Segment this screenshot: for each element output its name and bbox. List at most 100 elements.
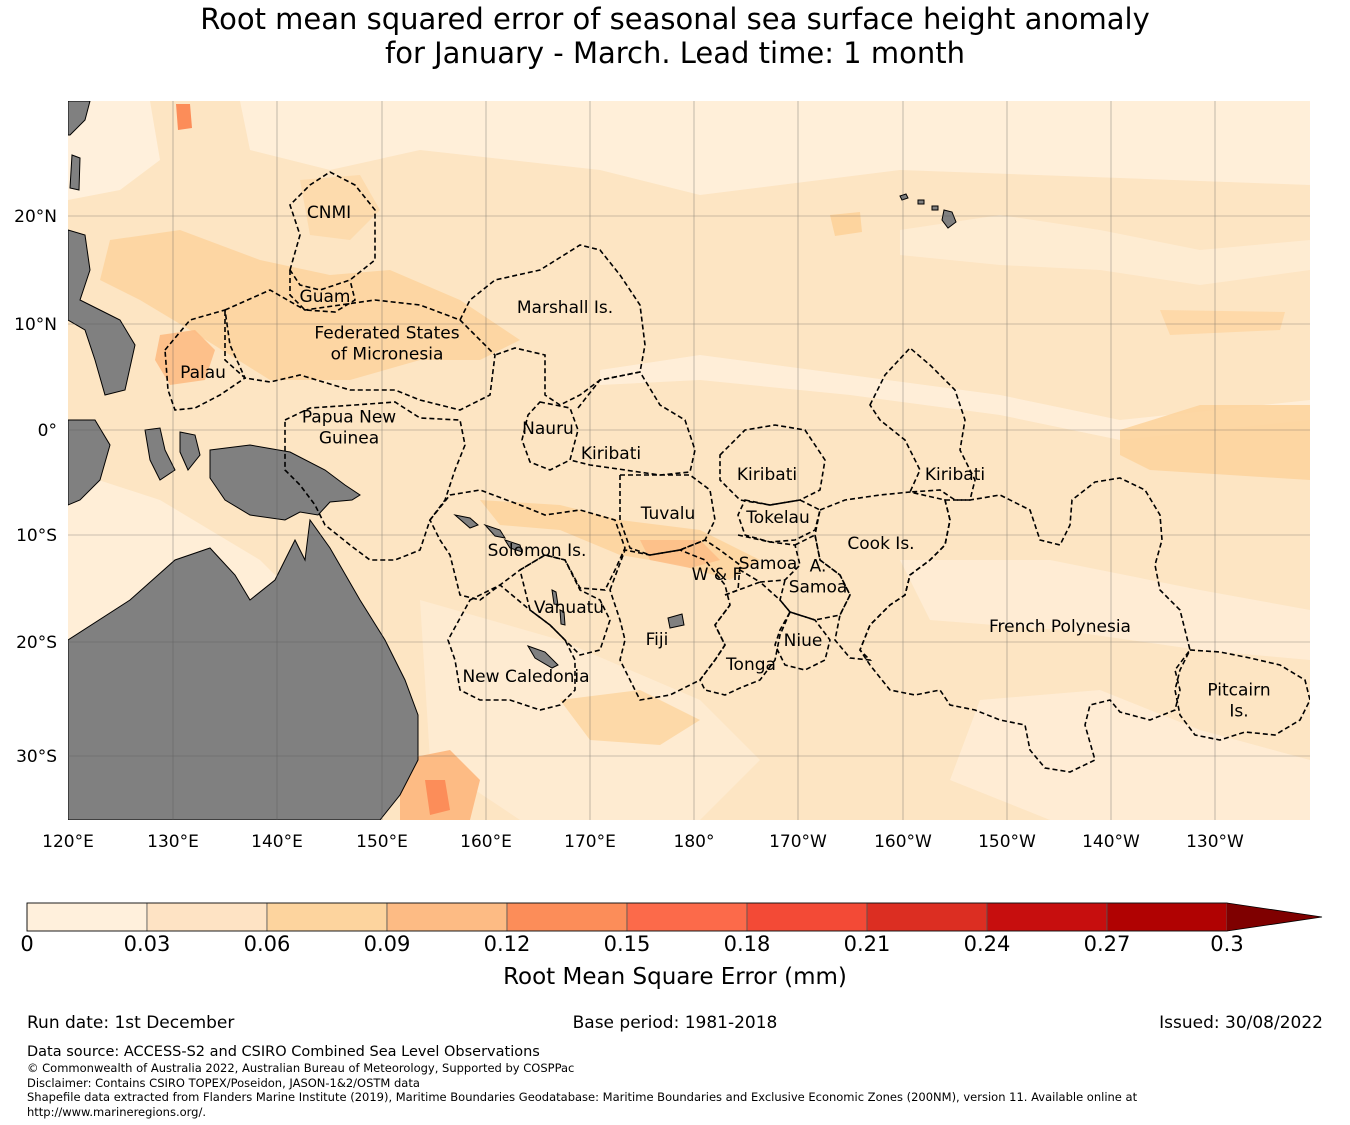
marineregions-link[interactable]: http://www.marineregions.org/. <box>27 1104 206 1119</box>
colorbar-swatch <box>506 902 628 932</box>
chart-title: Root mean squared error of seasonal sea … <box>0 2 1350 70</box>
colorbar-tick: 0.03 <box>123 932 171 956</box>
eez-kiribati-west <box>569 371 696 476</box>
eez-kiribati-east <box>869 346 976 501</box>
new-guinea <box>209 444 361 521</box>
eez-boundaries <box>164 171 1310 773</box>
lon-tick: 180° <box>674 832 715 852</box>
eez-vanuatu <box>519 554 611 656</box>
colorbar-tick: 0.12 <box>483 932 531 956</box>
lon-tick: 150°E <box>356 832 408 852</box>
region-label-solomon: Solomon Is. <box>488 541 587 561</box>
eez-niue <box>774 611 831 671</box>
colorbar-tick: 0.18 <box>723 932 771 956</box>
colorbar-tick: 0.24 <box>963 932 1011 956</box>
sulawesi <box>144 427 176 481</box>
lon-tick: 130°W <box>1186 832 1244 852</box>
lon-tick: 170°W <box>769 832 827 852</box>
colorbar-tick: 0.15 <box>603 932 651 956</box>
colorbar-swatch <box>986 902 1108 932</box>
lon-tick: 140°E <box>251 832 303 852</box>
region-label-cook: Cook Is. <box>847 534 914 554</box>
colorbar-swatch <box>626 902 748 932</box>
lat-tick: 10°S <box>16 526 57 546</box>
region-label-tokelau: Tokelau <box>745 508 810 528</box>
lon-tick: 160°E <box>460 832 512 852</box>
region-label-kiribati_west: Kiribati <box>581 444 641 464</box>
vanuatu-land <box>551 589 566 626</box>
fiji-island <box>667 613 685 629</box>
lon-tick: 150°W <box>978 832 1036 852</box>
borneo <box>68 419 111 506</box>
lon-tick: 120°E <box>42 832 94 852</box>
region-label-tuvalu: Tuvalu <box>640 504 696 524</box>
region-label-wf: W & F <box>692 565 743 585</box>
eez-palau <box>164 308 247 411</box>
eez-kiribati-central <box>719 424 826 506</box>
region-label-samoa: Samoa <box>739 554 798 574</box>
lon-tick: 160°W <box>874 832 932 852</box>
colorbar-frame <box>26 902 1323 932</box>
lat-tick: 20°N <box>14 207 57 227</box>
map-area <box>68 101 1310 820</box>
taiwan <box>69 154 81 191</box>
colorbar-tick: 0 <box>20 932 34 956</box>
eez-pitcairn <box>1174 649 1310 741</box>
region-label-kiribati_central: Kiribati <box>737 465 797 485</box>
credits: Data source: ACCESS-S2 and CSIRO Combine… <box>27 1044 1327 1119</box>
eez-samoa <box>737 534 801 583</box>
colorbar-swatch <box>26 902 148 932</box>
region-label-vanuatu: Vanuatu <box>534 598 604 618</box>
region-label-guam: Guam <box>300 287 351 307</box>
lon-tick: 140°W <box>1082 832 1140 852</box>
japan-ryukyu <box>68 101 91 136</box>
colorbar-tick: 0.27 <box>1083 932 1131 956</box>
region-label-asamoa: A. Samoa <box>789 557 848 598</box>
data-source: Data source: ACCESS-S2 and CSIRO Combine… <box>27 1044 540 1060</box>
title-line-2: for January - March. Lead time: 1 month <box>385 36 965 70</box>
colorbar-tick: 0.09 <box>363 932 411 956</box>
lat-tick: 0° <box>38 421 57 441</box>
region-label-cnmi: CNMI <box>307 203 351 223</box>
eez-marshall <box>459 244 646 406</box>
colorbar <box>26 902 1323 932</box>
colorbar-tick-labels: 0 0.03 0.06 0.09 0.12 0.15 0.18 0.21 0.24 0.27 0.3 <box>0 932 1350 962</box>
graticule <box>68 101 1310 820</box>
region-label-nauru: Nauru <box>522 419 574 439</box>
region-label-png: Papua New Guinea <box>302 408 396 449</box>
colorbar-swatch <box>386 902 508 932</box>
australia <box>68 518 419 820</box>
issued-date: Issued: 30/08/2022 <box>1159 1013 1323 1033</box>
eez-new-caledonia <box>447 584 576 711</box>
eez-solomon <box>429 489 626 601</box>
lat-tick-labels: 20°N 10°N 0° 10°S 20°S 30°S <box>14 207 57 767</box>
eez-fsm <box>224 289 496 411</box>
copyright: © Commonwealth of Australia 2022, Austra… <box>27 1061 575 1075</box>
colorbar-swatch <box>146 902 268 932</box>
region-label-marshall: Marshall Is. <box>517 298 613 318</box>
colorbar-swatch <box>866 902 988 932</box>
new-caledonia-island <box>526 645 559 669</box>
lat-tick: 10°N <box>14 315 57 335</box>
eez-french-polynesia <box>859 477 1191 773</box>
colorbar-tick: 0.3 <box>1210 932 1244 956</box>
region-label-niue: Niue <box>784 631 823 651</box>
region-label-fiji: Fiji <box>646 630 669 650</box>
colorbar-label: Root Mean Square Error (mm) <box>503 964 847 990</box>
hawaii-small <box>899 193 939 211</box>
region-label-pitcairn: Pitcairn Is. <box>1207 681 1270 722</box>
colorbar-tick: 0.21 <box>843 932 891 956</box>
lon-tick: 170°E <box>564 832 616 852</box>
region-label-tonga: Tonga <box>725 655 776 675</box>
region-label-fsm: Federated States of Micronesia <box>314 324 459 365</box>
region-label-new_caledonia: New Caledonia <box>462 667 589 687</box>
rmse-high-patches <box>155 104 720 820</box>
lat-tick: 20°S <box>16 633 57 653</box>
region-label-french_polynesia: French Polynesia <box>989 617 1131 637</box>
region-label-kiribati_east: Kiribati <box>925 465 985 485</box>
colorbar-swatch <box>266 902 388 932</box>
colorbar-swatch <box>746 902 868 932</box>
region-label-palau: Palau <box>180 363 226 383</box>
lon-tick-labels: 120°E 130°E 140°E 150°E 160°E 170°E 180°… <box>42 832 1244 852</box>
title-line-1: Root mean squared error of seasonal sea … <box>200 2 1150 36</box>
